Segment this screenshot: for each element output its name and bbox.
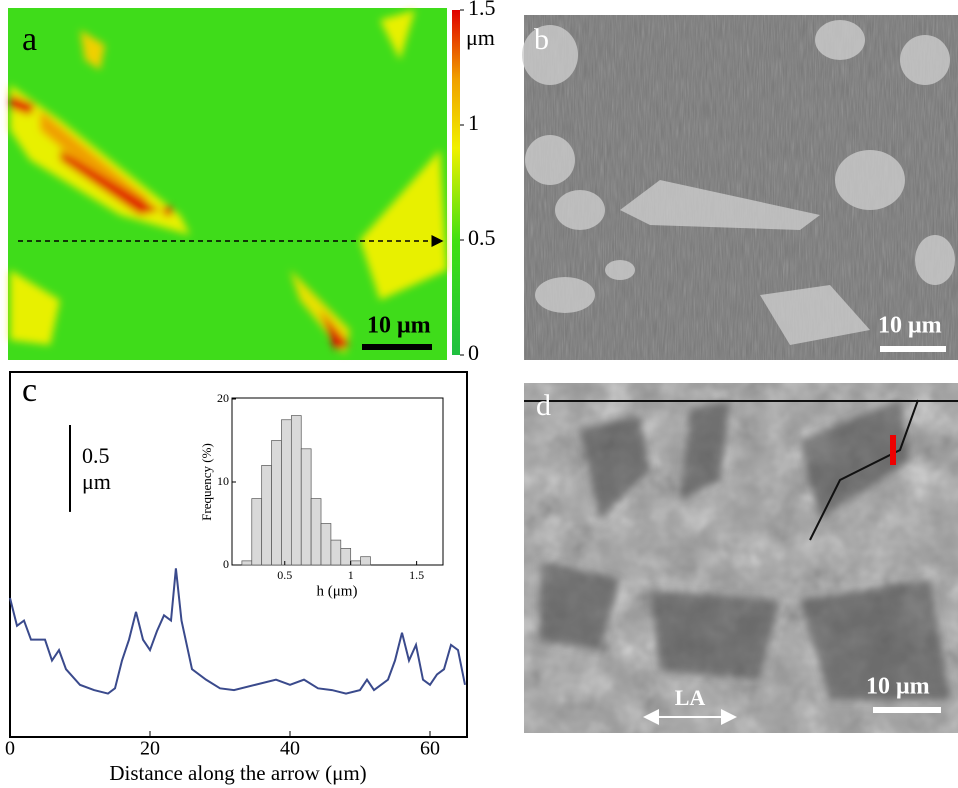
scale-bar-label: 0.5 μm	[82, 443, 111, 494]
hist-bar	[360, 556, 371, 566]
hist-bar	[330, 539, 342, 566]
direction-label: LA	[675, 685, 706, 710]
scale-bar-label: 10 μm	[367, 313, 431, 339]
colorbar-tick-label: 1.5	[468, 0, 496, 20]
x-tick-label: 60	[420, 738, 440, 760]
hist-bar	[281, 419, 292, 566]
ebsd-image	[524, 383, 958, 733]
scale-bar-label: 10 μm	[866, 674, 930, 700]
colorbar-tick-label: 0	[468, 340, 479, 365]
colorbar	[452, 10, 460, 355]
hist-bar	[310, 498, 322, 566]
x-tick-label: 20	[140, 738, 160, 760]
hist-bar	[340, 548, 352, 566]
hist-bar	[241, 560, 253, 566]
y-tick-label: 0	[223, 557, 229, 571]
x-tick-label: 1	[348, 568, 354, 582]
x-tick-label: 1.5	[409, 568, 424, 582]
scale-bar-label: 10 μm	[878, 313, 942, 339]
x-tick-label: 0.5	[277, 568, 292, 582]
x-tick-label: 0	[5, 738, 15, 760]
panel-label: a	[22, 21, 37, 58]
x-axis-label: Distance along the arrow (μm)	[109, 761, 366, 785]
hist-bar	[290, 415, 302, 566]
hist-bar	[251, 498, 263, 566]
colorbar-tick-label: 1	[468, 110, 479, 135]
hist-bar	[271, 440, 282, 566]
panel-label: d	[536, 389, 551, 422]
x-tick-label: 40	[280, 738, 300, 760]
plot-frame	[9, 371, 468, 738]
colorbar-tick-label: 0.5	[468, 225, 496, 250]
hist-bar	[300, 448, 312, 566]
panel-label: c	[22, 372, 37, 409]
y-axis-label: Frequency (%)	[199, 443, 214, 521]
y-tick-label: 10	[217, 474, 229, 488]
x-axis-label: h (μm)	[317, 583, 358, 599]
panel-label: b	[534, 23, 549, 56]
height-map	[8, 8, 447, 360]
hist-bar	[320, 523, 332, 566]
colorbar-unit: μm	[466, 25, 495, 50]
hist-bar	[350, 560, 361, 566]
y-tick-label: 20	[217, 391, 229, 405]
sem-image	[522, 15, 958, 360]
data-line	[9, 568, 466, 695]
hist-bar	[261, 465, 272, 566]
